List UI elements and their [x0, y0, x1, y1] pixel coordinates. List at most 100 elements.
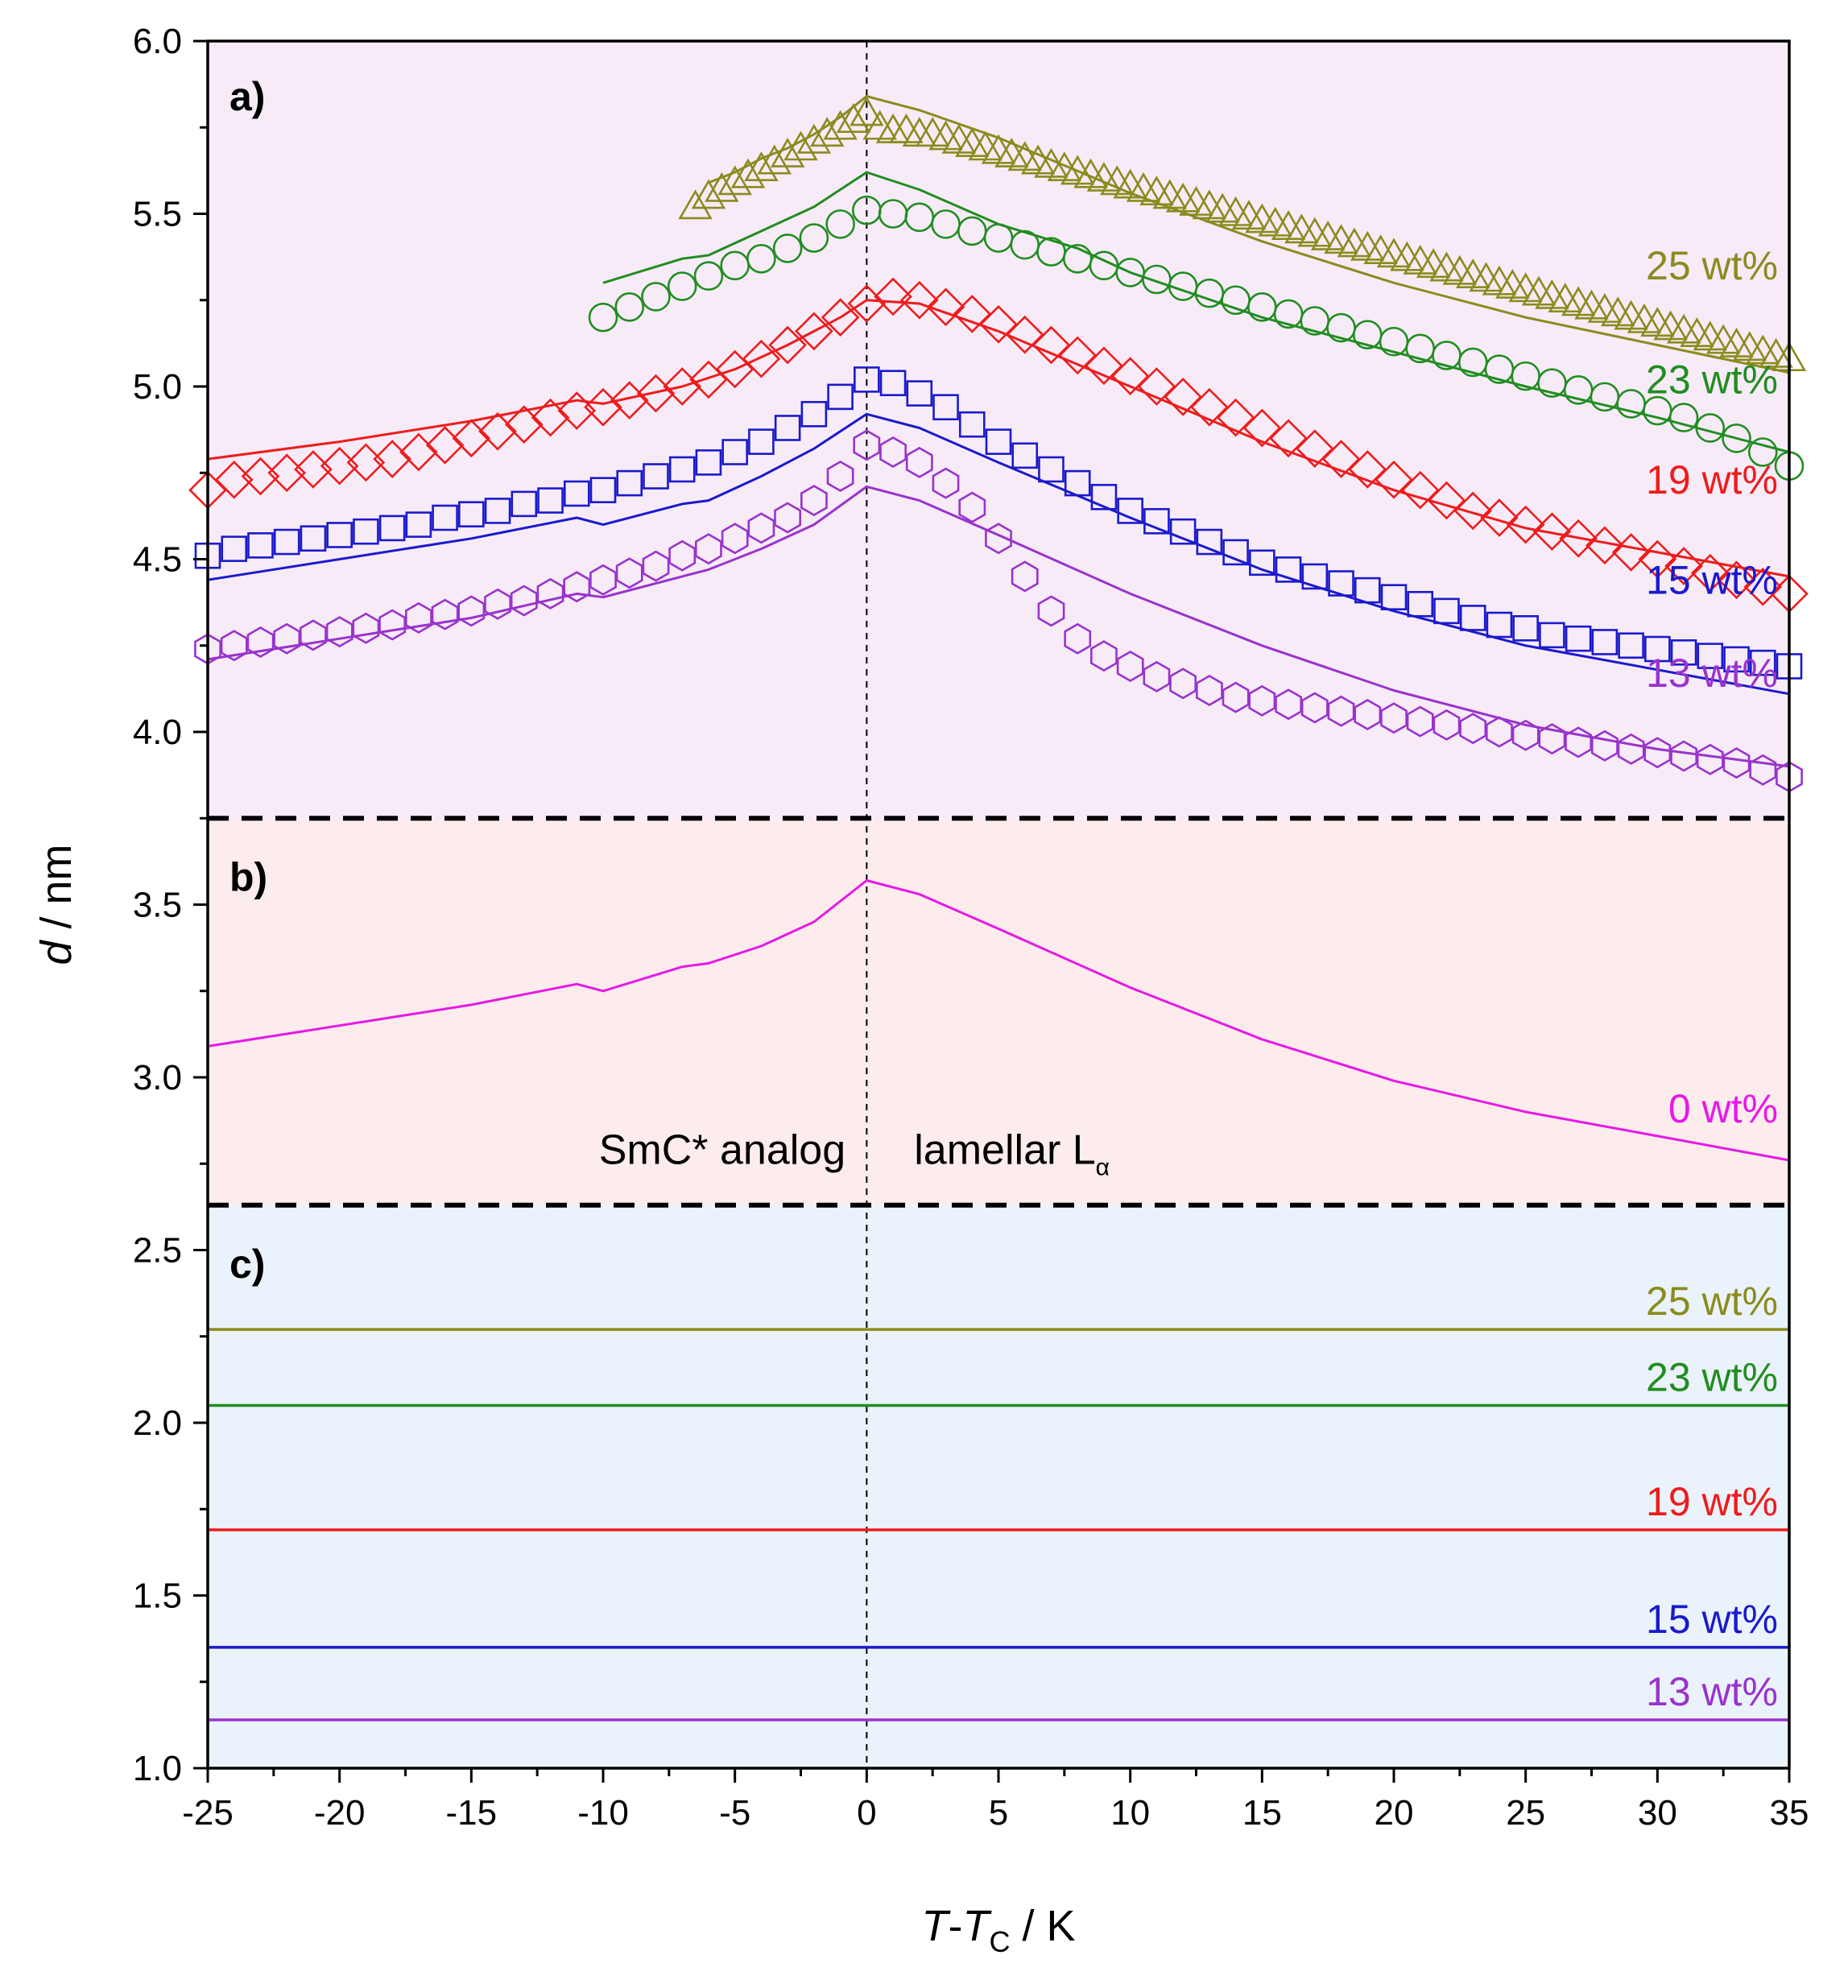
panel-a-line-13-wtpct: [207, 485, 1790, 768]
panel-a-series-label: 13 wt%: [1646, 651, 1778, 696]
panel-a-marker-25-wtpct: [809, 117, 845, 147]
panel-a-marker-13-wtpct: [484, 588, 512, 620]
panel-a-marker-19-wtpct: [1717, 560, 1756, 600]
panel-a-marker-13-wtpct: [1722, 747, 1751, 779]
panel-a-marker-23-wtpct: [1747, 437, 1778, 467]
panel-a-marker-19-wtpct: [1506, 505, 1545, 544]
panel-a-marker-19-wtpct: [1137, 367, 1176, 406]
y-axis-title-unit: / nm: [32, 844, 81, 940]
panel-a-marker-23-wtpct: [825, 209, 855, 239]
panel-a-marker-13-wtpct: [510, 585, 538, 617]
panel-a-marker-25-wtpct: [705, 172, 739, 202]
panel-a-marker-13-wtpct: [1538, 723, 1566, 755]
panel-a-marker-13-wtpct: [668, 539, 697, 572]
panel-a-series-label: 19 wt%: [1646, 457, 1778, 502]
panel-a-marker-25-wtpct: [796, 123, 832, 154]
panel-a-marker-13-wtpct: [1222, 681, 1250, 713]
panel-a-marker-15-wtpct: [1169, 518, 1197, 545]
panel-a-marker-19-wtpct: [1638, 539, 1677, 579]
panel-dividers: [208, 816, 1789, 1208]
y-tick-label: 4.5: [133, 540, 182, 580]
y-tick-label: 2.0: [133, 1403, 182, 1443]
x-tick-label: -25: [182, 1793, 234, 1833]
panel-a-marker-13-wtpct: [1275, 688, 1302, 721]
panel-a-marker-13-wtpct: [1617, 733, 1645, 765]
panel-a-marker-23-wtpct: [588, 302, 618, 333]
y-axis-title-var: d: [32, 940, 81, 965]
x-tick-label: -20: [314, 1793, 366, 1833]
panel-label-c: c): [229, 1242, 265, 1287]
panel-a-marker-13-wtpct: [1511, 719, 1540, 751]
panel-a-marker-13-wtpct: [1248, 684, 1276, 717]
panel-a-marker-19-wtpct: [1743, 567, 1783, 606]
panel-a-marker-13-wtpct: [325, 616, 353, 648]
y-tick-label: 5.0: [133, 367, 182, 407]
x-tick-label: 15: [1242, 1793, 1282, 1833]
panel-a-marker-15-wtpct: [1486, 611, 1513, 639]
y-tick-label: 1.5: [133, 1577, 182, 1616]
panel-a-marker-13-wtpct: [1643, 737, 1672, 769]
x-axis-title: T-TC / K: [921, 1902, 1075, 1958]
panel-a-marker-15-wtpct: [1591, 629, 1619, 655]
panel-a-marker-15-wtpct: [273, 528, 300, 556]
panel-a-marker-15-wtpct: [1090, 483, 1118, 510]
region-label-lamellar-subscript: α: [1096, 1154, 1110, 1180]
panel-a-marker-13-wtpct: [589, 564, 617, 596]
x-tick-label: 10: [1110, 1793, 1150, 1833]
panel-a-marker-15-wtpct: [589, 477, 617, 504]
panel-a-marker-13-wtpct: [1406, 705, 1434, 738]
panel-a-marker-19-wtpct: [373, 440, 411, 478]
x-tick-label: 35: [1770, 1793, 1809, 1833]
panel-a-marker-13-wtpct: [642, 550, 670, 582]
panel-a-marker-19-wtpct: [1453, 491, 1493, 531]
panel-c-series: [208, 1328, 1789, 1721]
panel-a-marker-15-wtpct: [879, 370, 907, 397]
panel-a-marker-13-wtpct: [932, 467, 960, 499]
x-tick-label: 20: [1375, 1793, 1414, 1833]
panel-a-marker-15-wtpct: [563, 480, 590, 507]
panel-a-marker-13-wtpct: [1090, 640, 1118, 672]
panel-a-marker-23-wtpct: [746, 243, 776, 274]
panel-a-marker-25-wtpct: [823, 110, 858, 140]
panel-a-marker-13-wtpct: [536, 577, 564, 610]
panel-a-marker-13-wtpct: [1354, 698, 1382, 731]
panel-a-marker-19-wtpct: [1085, 346, 1123, 386]
panel-a-marker-15-wtpct: [326, 522, 353, 548]
panel-a-marker-15-wtpct: [958, 411, 986, 438]
panel-a-marker-15-wtpct: [1697, 643, 1724, 669]
panel-a-marker-15-wtpct: [511, 490, 538, 518]
panel-a-marker-23-wtpct: [614, 292, 645, 322]
panel-a-marker-19-wtpct: [1058, 336, 1098, 375]
panel-a-marker-13-wtpct: [958, 491, 986, 523]
panel-a-marker-15-wtpct: [748, 428, 775, 455]
panel-a-marker-13-wtpct: [1486, 716, 1513, 748]
panel-a-marker-15-wtpct: [616, 469, 643, 497]
panel-a-marker-19-wtpct: [768, 325, 807, 365]
panel-a-marker-13-wtpct: [404, 601, 432, 634]
panel-a-marker-13-wtpct: [273, 622, 301, 655]
panel-c-series-label: 25 wt%: [1646, 1279, 1778, 1324]
y-tick-label: 6.0: [133, 22, 182, 61]
panel-a-marker-13-wtpct: [1591, 729, 1619, 762]
panel-a-marker-13-wtpct: [615, 557, 643, 589]
panel-a-marker-15-wtpct: [643, 463, 669, 490]
panel-a-marker-19-wtpct: [1242, 408, 1282, 448]
panel-a-marker-13-wtpct: [1696, 743, 1724, 775]
panel-a-marker-19-wtpct: [742, 339, 781, 378]
panel-a-marker-19-wtpct: [1427, 481, 1466, 520]
panel-a-marker-15-wtpct: [1222, 539, 1249, 566]
panel-a-marker-13-wtpct: [1300, 692, 1329, 724]
panel-a-marker-15-wtpct: [1565, 625, 1592, 652]
x-axis-title-dash: -: [948, 1902, 962, 1950]
panel-a-marker-19-wtpct: [1005, 315, 1044, 354]
x-tick-label: 0: [857, 1793, 876, 1833]
panel-a-marker-19-wtpct: [452, 419, 491, 458]
panel-a-marker-15-wtpct: [1670, 639, 1697, 666]
x-tick-label: 30: [1638, 1793, 1677, 1833]
panel-a-marker-13-wtpct: [1064, 622, 1092, 655]
panel-a-marker-19-wtpct: [874, 277, 912, 316]
panel-a-marker-13-wtpct: [246, 626, 275, 659]
panel-b-series: [207, 879, 1790, 1162]
panel-a-marker-15-wtpct: [1249, 549, 1275, 577]
panel-c-series-label: 23 wt%: [1646, 1355, 1778, 1400]
